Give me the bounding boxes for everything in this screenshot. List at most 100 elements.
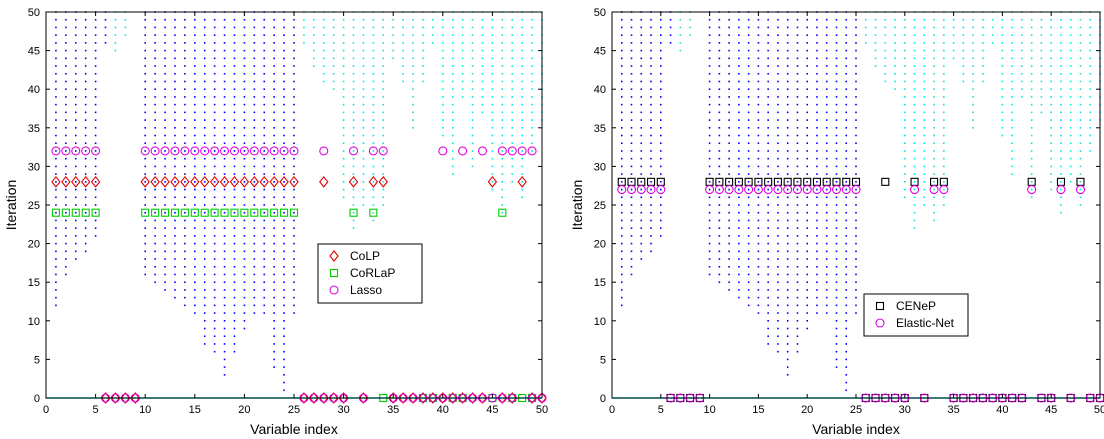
blue-dot (728, 265, 730, 268)
cyan-dot (412, 88, 414, 90)
blue-dot (55, 235, 57, 237)
blue-dot (184, 80, 186, 83)
blue-dot (806, 188, 808, 191)
blue-dot (786, 34, 789, 36)
cyan-dot (1050, 65, 1052, 67)
blue-dot (213, 57, 216, 60)
blue-dot (283, 72, 285, 75)
blue-dot (738, 196, 740, 199)
blue-dot (194, 304, 196, 307)
cyan-dot (943, 42, 945, 44)
blue-dot (243, 49, 246, 52)
blue-dot (263, 34, 266, 36)
blue-dot (777, 165, 779, 168)
blue-dot (650, 57, 652, 60)
blue-dot (223, 258, 226, 260)
blue-dot (84, 196, 87, 199)
cyan-dot (124, 26, 127, 29)
blue-dot (293, 111, 295, 114)
cyan-dot (874, 42, 877, 44)
blue-dot (767, 88, 769, 90)
blue-dot (283, 173, 285, 175)
cyan-dot (933, 173, 935, 175)
blue-dot (786, 188, 789, 191)
cyan-dot (679, 34, 682, 36)
cyan-dot (501, 173, 504, 175)
blue-dot (283, 235, 285, 237)
blue-dot (65, 42, 67, 44)
blue-dot (194, 219, 196, 222)
cyan-dot (461, 42, 464, 44)
blue-dot (243, 65, 246, 67)
blue-dot (845, 265, 848, 268)
cyan-dot (913, 157, 916, 160)
blue-dot (620, 250, 623, 253)
blue-dot (243, 103, 246, 106)
blue-dot (630, 80, 633, 83)
diamond-marker (249, 175, 260, 188)
circle-marker (150, 146, 160, 156)
blue-dot (728, 173, 730, 175)
blue-dot (816, 204, 818, 206)
cyan-dot (451, 157, 454, 160)
blue-dot (184, 296, 186, 299)
blue-dot (253, 242, 256, 245)
cyan-dot (501, 188, 504, 191)
blue-dot (640, 165, 643, 168)
blue-dot (825, 142, 828, 145)
cyan-dot (972, 49, 974, 52)
cyan-dot (491, 80, 494, 83)
blue-dot (293, 88, 295, 90)
blue-dot (796, 312, 799, 314)
blue-dot (630, 111, 633, 114)
square-marker (369, 208, 378, 217)
blue-dot (144, 127, 146, 129)
x-tick-label: 25 (850, 404, 862, 416)
blue-dot (835, 134, 838, 137)
cyan-dot (933, 127, 935, 129)
circle-marker (517, 146, 527, 156)
cyan-dot (531, 142, 533, 145)
blue-dot (786, 250, 789, 253)
blue-dot (144, 242, 146, 245)
blue-dot (283, 96, 285, 98)
blue-dot (194, 42, 196, 44)
square-marker (260, 208, 269, 217)
blue-dot (233, 227, 236, 229)
blue-dot (825, 80, 828, 83)
blue-dot-column (243, 11, 246, 330)
x-tick-label: 45 (1045, 404, 1057, 416)
blue-dot (728, 150, 730, 152)
cyan-dot (1079, 57, 1082, 60)
cyan-dot (1040, 49, 1043, 52)
cyan-dot (342, 26, 345, 29)
square-marker (71, 208, 80, 217)
blue-dot (213, 227, 216, 229)
blue-dot (84, 103, 87, 106)
cyan-dot (332, 26, 335, 29)
cyan-dot (874, 18, 877, 21)
blue-dot (184, 96, 186, 98)
cyan-dot (521, 80, 523, 83)
blue-dot (825, 289, 828, 291)
blue-dot (263, 103, 266, 106)
blue-dot (855, 26, 857, 29)
cyan-dot (372, 65, 375, 67)
cyan-dot (402, 26, 404, 29)
blue-dot (738, 289, 740, 291)
cyan-dot (884, 65, 887, 67)
blue-dot (718, 72, 721, 75)
cyan-dot (1079, 157, 1082, 160)
blue-dot (223, 142, 226, 145)
blue-dot (65, 72, 67, 75)
blue-dot (825, 18, 828, 21)
blue-dot (855, 57, 857, 60)
cyan-dot (933, 150, 935, 152)
blue-dot (738, 134, 740, 137)
blue-dot (283, 358, 285, 361)
cyan-dot (442, 80, 444, 83)
blue-dot (283, 157, 285, 160)
cyan-dot-column (442, 11, 444, 137)
cyan-dot (342, 42, 345, 44)
blue-dot (253, 296, 256, 299)
